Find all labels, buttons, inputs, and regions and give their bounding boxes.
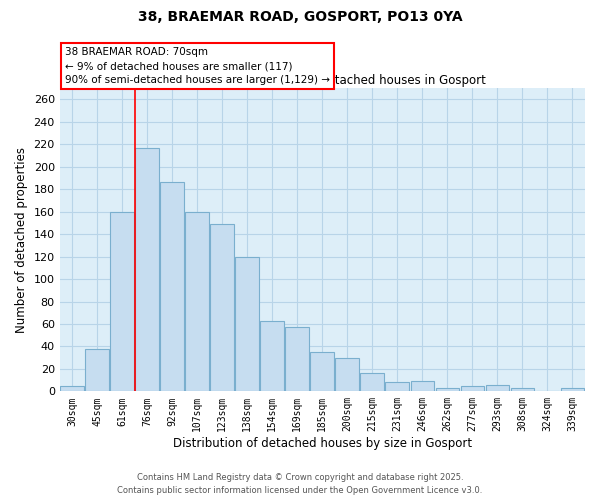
Bar bbox=[235, 256, 259, 392]
Bar bbox=[136, 148, 159, 392]
Bar bbox=[361, 374, 384, 392]
Bar bbox=[85, 348, 109, 392]
Bar bbox=[436, 388, 459, 392]
Bar bbox=[160, 182, 184, 392]
Bar bbox=[385, 382, 409, 392]
Bar bbox=[185, 212, 209, 392]
Bar bbox=[511, 388, 535, 392]
Text: Contains HM Land Registry data © Crown copyright and database right 2025.
Contai: Contains HM Land Registry data © Crown c… bbox=[118, 474, 482, 495]
Bar bbox=[60, 386, 84, 392]
Bar bbox=[286, 328, 309, 392]
Bar bbox=[260, 320, 284, 392]
Bar bbox=[410, 381, 434, 392]
Text: 38 BRAEMAR ROAD: 70sqm
← 9% of detached houses are smaller (117)
90% of semi-det: 38 BRAEMAR ROAD: 70sqm ← 9% of detached … bbox=[65, 47, 330, 85]
Bar bbox=[335, 358, 359, 392]
X-axis label: Distribution of detached houses by size in Gosport: Distribution of detached houses by size … bbox=[173, 437, 472, 450]
Text: 38, BRAEMAR ROAD, GOSPORT, PO13 0YA: 38, BRAEMAR ROAD, GOSPORT, PO13 0YA bbox=[137, 10, 463, 24]
Bar bbox=[560, 388, 584, 392]
Bar bbox=[485, 384, 509, 392]
Bar bbox=[461, 386, 484, 392]
Bar bbox=[310, 352, 334, 392]
Bar bbox=[211, 224, 234, 392]
Title: Size of property relative to detached houses in Gosport: Size of property relative to detached ho… bbox=[158, 74, 486, 87]
Y-axis label: Number of detached properties: Number of detached properties bbox=[15, 147, 28, 333]
Bar bbox=[110, 212, 134, 392]
